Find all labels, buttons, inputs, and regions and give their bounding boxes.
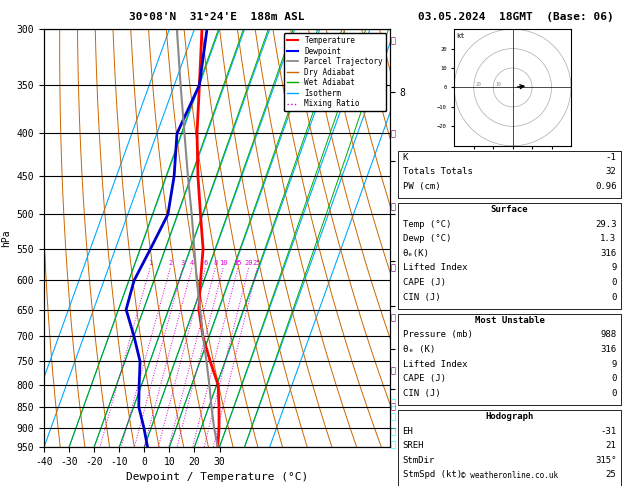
Text: -1: -1 xyxy=(606,153,616,162)
Text: Dewp (°C): Dewp (°C) xyxy=(403,234,451,243)
Text: θₑ(K): θₑ(K) xyxy=(403,249,430,258)
Text: 15: 15 xyxy=(233,260,242,266)
Text: Hodograph: Hodograph xyxy=(486,412,533,421)
Text: PW (cm): PW (cm) xyxy=(403,182,440,191)
Text: ⬠: ⬠ xyxy=(391,413,396,422)
Text: 30°08'N  31°24'E  188m ASL: 30°08'N 31°24'E 188m ASL xyxy=(129,12,305,22)
Text: 20: 20 xyxy=(244,260,253,266)
Text: 1: 1 xyxy=(148,260,152,266)
Text: 03.05.2024  18GMT  (Base: 06): 03.05.2024 18GMT (Base: 06) xyxy=(418,12,614,22)
Text: ⬠: ⬠ xyxy=(391,441,396,450)
Text: 32: 32 xyxy=(606,167,616,176)
Text: 2: 2 xyxy=(168,260,172,266)
Y-axis label: hPa: hPa xyxy=(1,229,11,247)
Text: CIN (J): CIN (J) xyxy=(403,389,440,398)
Text: 3: 3 xyxy=(181,260,185,266)
Text: 316: 316 xyxy=(600,345,616,354)
Text: StmSpd (kt): StmSpd (kt) xyxy=(403,470,462,480)
Text: 10: 10 xyxy=(219,260,227,266)
Text: 21: 21 xyxy=(606,441,616,451)
Text: ⬠: ⬠ xyxy=(391,398,396,407)
Text: 0: 0 xyxy=(611,293,616,302)
Text: θₑ (K): θₑ (K) xyxy=(403,345,435,354)
Text: CAPE (J): CAPE (J) xyxy=(403,374,445,383)
Text: 0: 0 xyxy=(611,278,616,287)
Text: 20: 20 xyxy=(476,82,481,87)
Text: -31: -31 xyxy=(600,427,616,436)
Text: 0: 0 xyxy=(611,389,616,398)
Text: 315°: 315° xyxy=(595,456,616,465)
Text: CAPE (J): CAPE (J) xyxy=(403,278,445,287)
Text: EH: EH xyxy=(403,427,413,436)
Text: ⬠: ⬠ xyxy=(391,313,396,322)
X-axis label: Dewpoint / Temperature (°C): Dewpoint / Temperature (°C) xyxy=(126,472,308,483)
Legend: Temperature, Dewpoint, Parcel Trajectory, Dry Adiabat, Wet Adiabat, Isotherm, Mi: Temperature, Dewpoint, Parcel Trajectory… xyxy=(284,33,386,111)
Text: 10: 10 xyxy=(495,82,501,87)
Text: Pressure (mb): Pressure (mb) xyxy=(403,330,472,340)
Text: 6: 6 xyxy=(203,260,208,266)
Text: 25: 25 xyxy=(253,260,262,266)
Text: 8: 8 xyxy=(213,260,218,266)
Text: StmDir: StmDir xyxy=(403,456,435,465)
Text: ⬠: ⬠ xyxy=(391,264,396,273)
Text: Lifted Index: Lifted Index xyxy=(403,263,467,273)
Text: © weatheronline.co.uk: © weatheronline.co.uk xyxy=(461,471,558,480)
Text: 9: 9 xyxy=(611,263,616,273)
Text: 1.3: 1.3 xyxy=(600,234,616,243)
Text: ⬠: ⬠ xyxy=(391,366,396,376)
Text: ⬠: ⬠ xyxy=(391,203,396,211)
Text: ⬠: ⬠ xyxy=(391,36,396,46)
Text: 988: 988 xyxy=(600,330,616,340)
Text: 316: 316 xyxy=(600,249,616,258)
Text: ⬠: ⬠ xyxy=(391,427,396,436)
Text: CIN (J): CIN (J) xyxy=(403,293,440,302)
Text: ⬠: ⬠ xyxy=(391,129,396,138)
Text: kt: kt xyxy=(456,33,465,39)
Text: Most Unstable: Most Unstable xyxy=(474,316,545,325)
Text: SREH: SREH xyxy=(403,441,424,451)
Text: Lifted Index: Lifted Index xyxy=(403,360,467,369)
Y-axis label: km
ASL: km ASL xyxy=(412,238,427,258)
Text: Totals Totals: Totals Totals xyxy=(403,167,472,176)
Text: 0: 0 xyxy=(611,374,616,383)
Text: 4: 4 xyxy=(190,260,194,266)
Text: 9: 9 xyxy=(611,360,616,369)
Text: 25: 25 xyxy=(606,470,616,480)
Text: 0.96: 0.96 xyxy=(595,182,616,191)
Text: K: K xyxy=(403,153,408,162)
Text: Surface: Surface xyxy=(491,205,528,214)
Text: 29.3: 29.3 xyxy=(595,220,616,229)
Text: Temp (°C): Temp (°C) xyxy=(403,220,451,229)
Text: ⬠: ⬠ xyxy=(391,402,396,411)
